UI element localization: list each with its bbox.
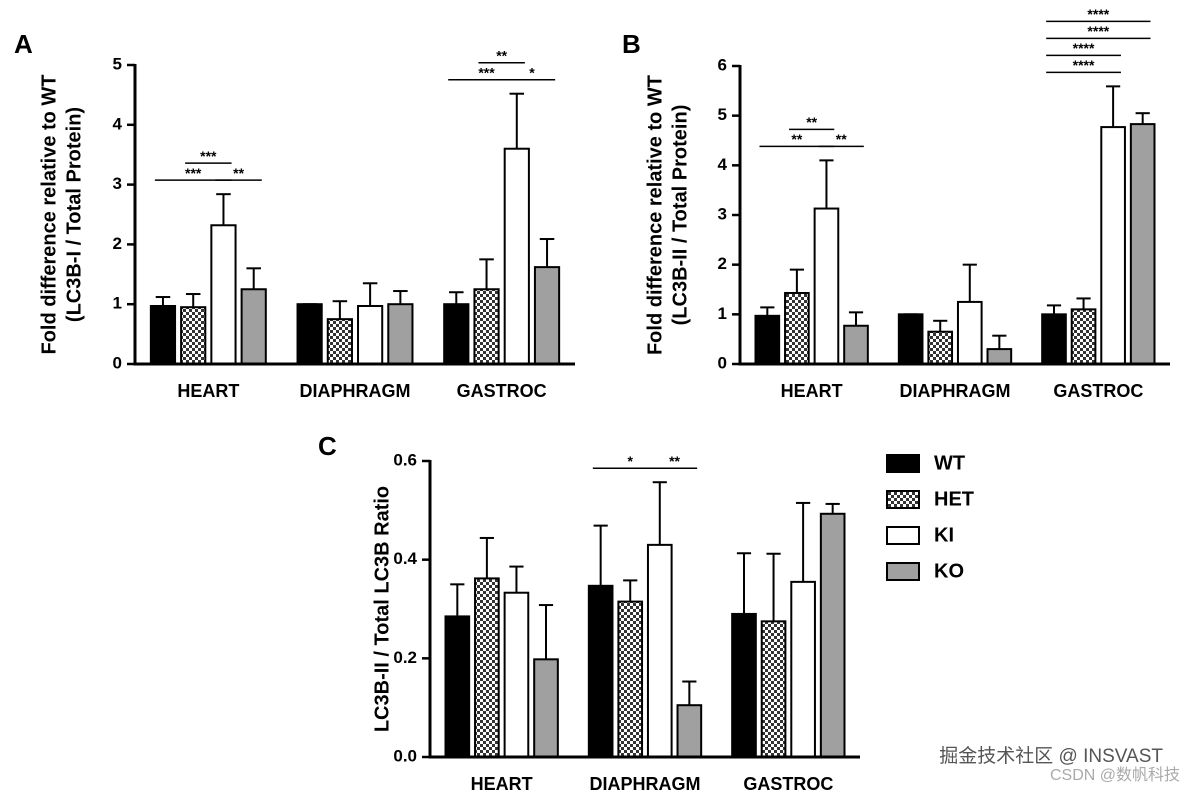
legend-swatch (886, 526, 920, 545)
significance-label: ** (836, 131, 847, 147)
bar (444, 615, 471, 759)
bar (843, 324, 869, 365)
bar (1041, 313, 1067, 366)
bar (754, 314, 781, 365)
bar (326, 318, 353, 365)
bar (387, 303, 414, 366)
significance-label: * (529, 64, 535, 80)
bar (927, 330, 954, 366)
significance-label: ** (669, 453, 680, 469)
bar (357, 304, 384, 365)
x-tick-label: HEART (781, 381, 843, 401)
significance-label: **** (1087, 6, 1109, 22)
bar (1129, 123, 1156, 365)
y-tick-label: 3 (718, 204, 727, 223)
legend-label: KO (934, 560, 964, 582)
legend-swatch (886, 562, 920, 581)
bar (503, 147, 530, 365)
y-tick-label: 0 (718, 353, 727, 372)
bar (180, 306, 207, 366)
y-axis-title: (LC3B-I / Total Protein) (63, 107, 85, 322)
bar (149, 304, 177, 365)
legend-swatch (886, 490, 920, 509)
bar (760, 620, 787, 758)
y-tick-label: 0.4 (393, 549, 417, 568)
y-tick-label: 4 (718, 155, 728, 174)
y-tick-label: 0.6 (393, 450, 417, 469)
legend-label: HET (934, 488, 974, 510)
bar (1100, 126, 1126, 365)
y-axis-title: Fold difference relative to WT (38, 74, 60, 354)
bar (473, 288, 500, 365)
bar (731, 612, 757, 759)
significance-label: *** (478, 64, 495, 80)
significance-label: *** (185, 165, 202, 181)
bar (790, 580, 816, 758)
bar (784, 291, 810, 365)
x-tick-label: GASTROC (457, 381, 547, 401)
bar (646, 543, 673, 758)
significance-label: ** (791, 131, 802, 147)
significance-label: ** (496, 47, 507, 63)
y-tick-label: 5 (113, 54, 122, 73)
legend-label: KI (934, 524, 954, 546)
x-tick-label: HEART (471, 774, 533, 794)
bar (296, 303, 323, 366)
y-tick-label: 6 (718, 55, 727, 74)
significance-label: ** (233, 165, 244, 181)
x-tick-label: HEART (177, 381, 239, 401)
bar (956, 300, 983, 365)
bar (533, 266, 561, 365)
bar (587, 584, 614, 759)
y-tick-label: 0 (113, 353, 122, 372)
x-tick-label: DIAPHRAGM (900, 381, 1011, 401)
y-tick-label: 3 (113, 174, 122, 193)
y-tick-label: 5 (718, 105, 727, 124)
watermark-source: CSDN @数帆科技 (1050, 766, 1180, 784)
bar (676, 704, 703, 759)
x-tick-label: GASTROC (743, 774, 833, 794)
significance-label: **** (1073, 40, 1095, 56)
y-tick-label: 1 (718, 304, 727, 323)
y-tick-label: 0.2 (393, 648, 417, 667)
panel-label: C (318, 431, 337, 461)
y-axis-title: LC3B-II / Total LC3B Ratio (371, 486, 393, 732)
panel-label: B (622, 29, 641, 59)
significance-label: **** (1087, 23, 1109, 39)
y-tick-label: 2 (113, 234, 122, 253)
bar (503, 591, 530, 758)
legend-label: WT (934, 452, 965, 474)
y-tick-label: 2 (718, 254, 727, 273)
y-tick-label: 4 (113, 114, 123, 133)
bar (986, 348, 1013, 366)
x-tick-label: DIAPHRAGM (300, 381, 411, 401)
panel-label: A (14, 29, 33, 59)
y-tick-label: 1 (113, 294, 122, 313)
bar (533, 658, 559, 759)
bar (813, 207, 840, 365)
significance-label: * (627, 453, 633, 469)
bar (210, 224, 237, 365)
bar (617, 600, 644, 758)
significance-label: *** (200, 148, 217, 164)
x-tick-label: DIAPHRAGM (590, 774, 701, 794)
x-tick-label: GASTROC (1053, 381, 1143, 401)
bar (240, 288, 267, 365)
significance-label: ** (806, 114, 817, 130)
bar (474, 577, 500, 758)
watermark: 掘金技术社区 @ INSVAST (939, 745, 1163, 767)
bar (1070, 308, 1097, 366)
y-axis-title: (LC3B-II / Total Protein) (669, 105, 691, 326)
y-axis-title: Fold difference relative to WT (644, 75, 666, 355)
bar (443, 303, 470, 366)
bar (819, 512, 846, 759)
legend-swatch (886, 454, 920, 473)
bar (897, 313, 924, 366)
significance-label: **** (1073, 57, 1095, 73)
y-tick-label: 0.0 (393, 746, 417, 765)
